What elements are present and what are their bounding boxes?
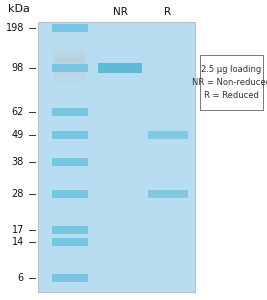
Bar (54, 54, 86, 57)
Text: 6: 6 (18, 273, 24, 283)
Text: kDa: kDa (8, 4, 30, 14)
Bar (54, 62, 86, 65)
Bar (54, 76, 86, 79)
Bar (52, 108, 88, 116)
Bar (52, 131, 88, 139)
Bar (52, 274, 88, 282)
Bar (52, 64, 88, 72)
Text: 49: 49 (12, 130, 24, 140)
Bar (148, 131, 188, 139)
Bar (148, 190, 188, 198)
Text: 198: 198 (6, 23, 24, 33)
Bar (52, 226, 88, 234)
Text: 2.5 μg loading
NR = Non-reduced
R = Reduced: 2.5 μg loading NR = Non-reduced R = Redu… (192, 65, 267, 100)
Bar (54, 51, 86, 54)
Bar (52, 238, 88, 246)
Bar (54, 70, 86, 73)
Bar (98, 63, 142, 73)
Bar (52, 158, 88, 166)
Bar (54, 68, 86, 70)
Text: 62: 62 (12, 107, 24, 117)
Bar (54, 49, 86, 52)
Bar (54, 73, 86, 76)
Bar (54, 57, 86, 60)
Text: NR: NR (113, 7, 127, 17)
Text: 17: 17 (12, 225, 24, 235)
Bar (54, 59, 86, 62)
Text: 14: 14 (12, 237, 24, 247)
Text: R: R (164, 7, 172, 17)
Bar (54, 79, 86, 82)
Bar (52, 190, 88, 198)
Text: 38: 38 (12, 157, 24, 167)
Bar (200, 55, 263, 110)
Bar (52, 24, 88, 32)
Bar (54, 65, 86, 68)
Bar (38, 22, 195, 292)
Text: 98: 98 (12, 63, 24, 73)
Text: 28: 28 (12, 189, 24, 199)
